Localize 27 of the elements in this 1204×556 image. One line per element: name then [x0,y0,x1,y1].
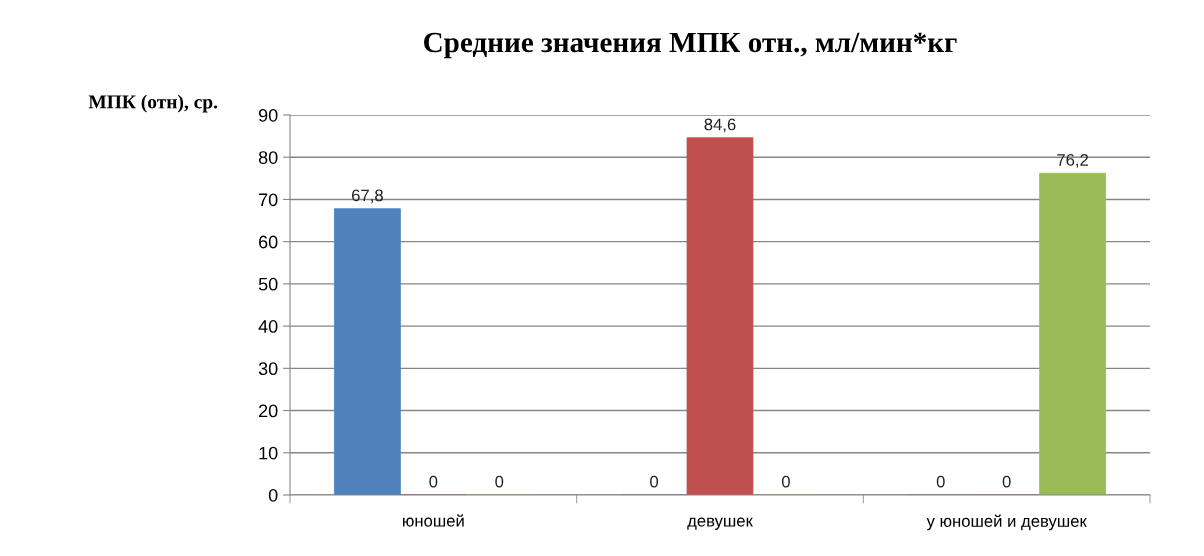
y-tick-label: 70 [259,193,278,207]
bar [334,208,401,495]
x-tick-label: юношей [403,514,464,527]
data-label: 0 [1002,475,1011,488]
chart-title: Средние значения МПК отн., мл/мин*кг [424,32,957,59]
y-tick-label: 40 [258,320,278,333]
data-label: 0 [781,475,790,488]
data-label: 0 [650,475,659,488]
data-label: 76,2 [1057,154,1088,168]
x-tick-label: девушек [687,517,753,530]
y-tick-label: 50 [258,277,278,291]
y-tick-label: 0 [268,488,278,502]
y-tick-label: 90 [258,108,278,122]
data-label: 67,8 [352,189,383,204]
data-label: 0 [936,475,945,488]
data-label: 0 [429,475,438,488]
x-tick-label: у юношей и девушек [926,514,1087,531]
y-tick-label: 60 [259,235,278,249]
bar [1039,172,1106,495]
data-label: 84,6 [704,118,736,133]
y-axis-title: МПК (отн), ср. [88,94,218,113]
data-label: 0 [495,475,504,488]
y-tick-label: 10 [259,446,278,460]
bar [686,137,754,495]
y-tick-label: 20 [259,404,278,418]
y-tick-label: 80 [258,151,278,164]
y-tick-label: 30 [258,362,278,376]
